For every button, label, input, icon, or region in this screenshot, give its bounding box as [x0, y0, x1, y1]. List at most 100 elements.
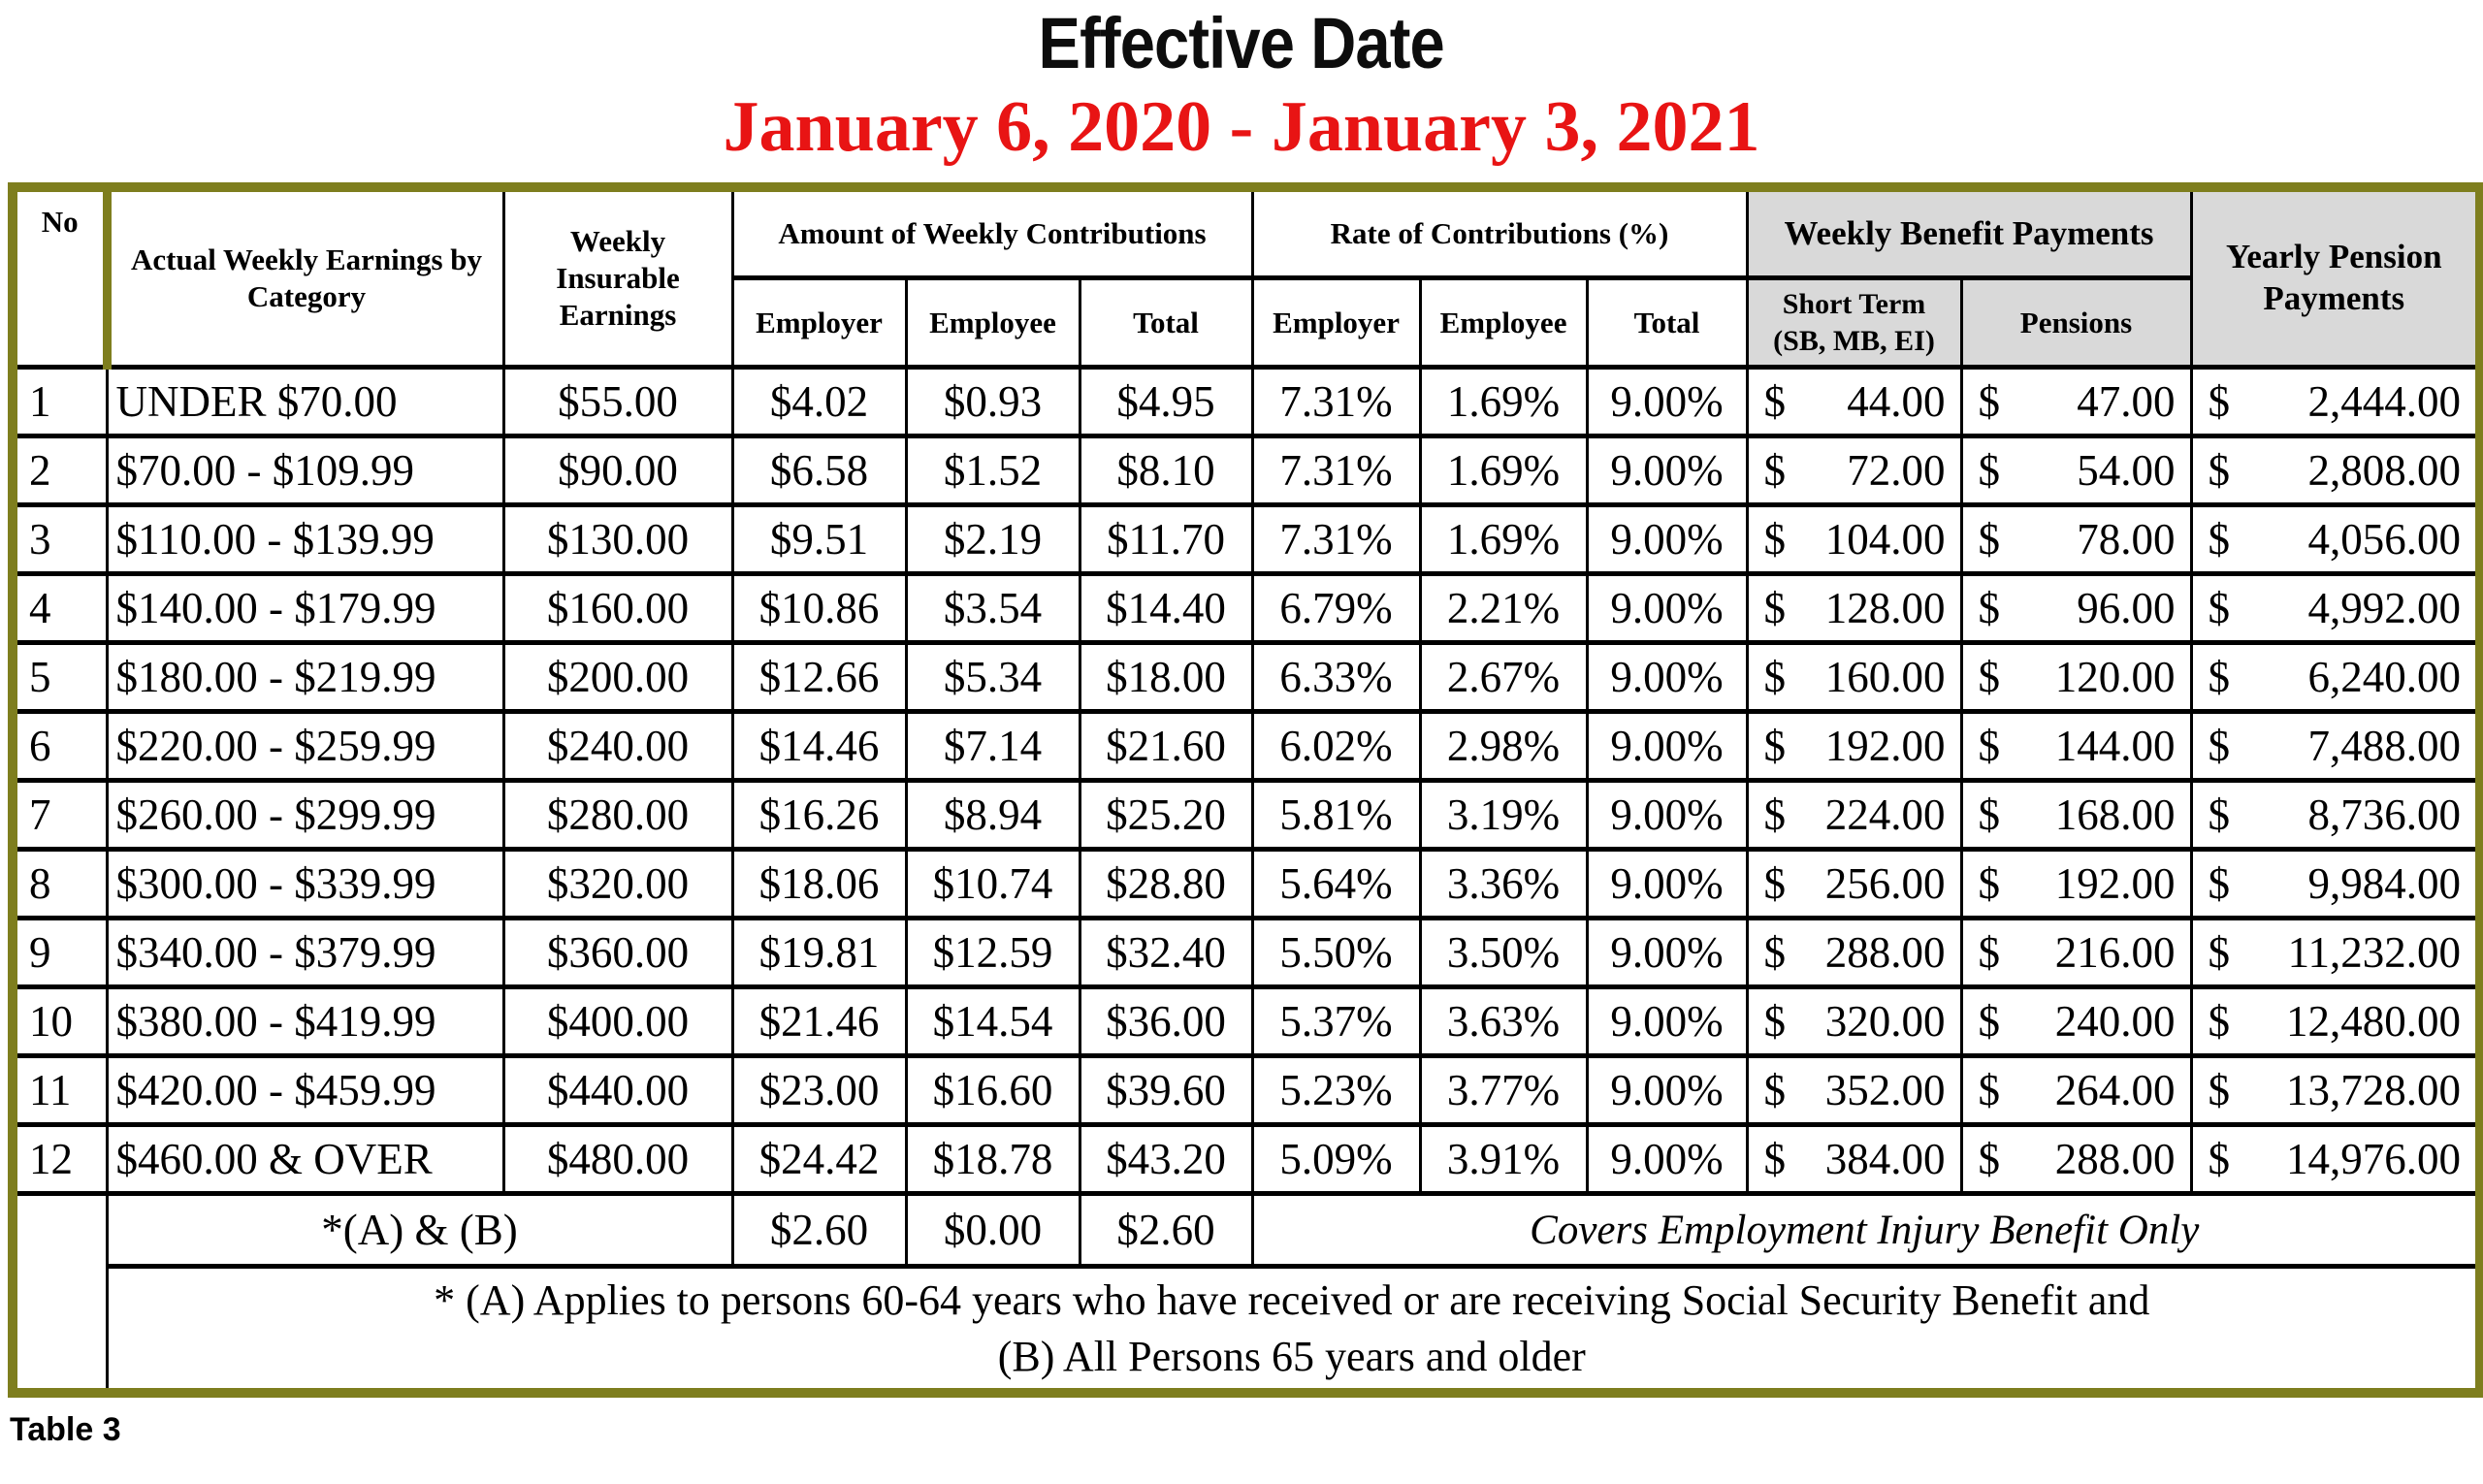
currency-sign: $: [1978, 996, 2001, 1046]
cell-rate-employee: 2.98%: [1418, 709, 1589, 784]
cell-weekly-insurable-earnings: $320.00: [501, 847, 734, 921]
money-layout: $160.00: [1750, 652, 1958, 701]
amount-value: 192.00: [2054, 858, 2176, 908]
cell-contribution-total: $4.95: [1078, 365, 1254, 439]
cell-yearly-pension: $4,992.00: [2189, 571, 2482, 646]
currency-sign: $: [2208, 1134, 2231, 1183]
cell-row-number: 9: [11, 916, 109, 990]
amount-value: 384.00: [1824, 1134, 1946, 1183]
cell-rate-employer: 7.31%: [1250, 365, 1422, 439]
money-layout: $320.00: [1750, 999, 1958, 1044]
cell-weekly-insurable-earnings: $440.00: [501, 1053, 734, 1128]
currency-sign: $: [1763, 652, 1787, 701]
currency-sign: $: [1978, 927, 2001, 977]
cell-weekly-insurable-earnings: $90.00: [501, 434, 734, 508]
cell-pensions-benefit: $264.00: [1959, 1053, 2193, 1128]
money-layout: $9,984.00: [2194, 861, 2475, 906]
cell-short-term-benefit: $256.00: [1745, 847, 1963, 921]
amount-value: 288.00: [1824, 927, 1946, 977]
amount-value: 256.00: [1824, 858, 1946, 908]
cell-rate-employer: 7.31%: [1250, 434, 1422, 508]
money-layout: $240.00: [1964, 996, 2188, 1046]
footnote-line2: (B) All Persons 65 years and older: [997, 1332, 1586, 1380]
cell-rate-employee: 1.69%: [1418, 502, 1589, 577]
page-title-text: Effective Date: [1038, 3, 1445, 83]
cell-rate-employer: 5.23%: [1250, 1053, 1422, 1128]
money-layout: $192.00: [1750, 721, 1958, 770]
table-row: 12 $460.00 & OVER $480.00 $24.42 $18.78 …: [11, 1122, 2482, 1197]
header-no: No: [11, 184, 109, 371]
cell-weekly-insurable-earnings: $360.00: [501, 916, 734, 990]
cell-rate-employer: 5.37%: [1250, 984, 1422, 1059]
money-layout: $44.00: [1750, 379, 1958, 424]
header-weekly-insurable-earnings: Weekly Insurable Earnings: [501, 184, 734, 371]
cell-pensions-benefit: $288.00: [1959, 1122, 2193, 1197]
cell-rate-total: 9.00%: [1585, 847, 1749, 921]
cell-contribution-total: $32.40: [1078, 916, 1254, 990]
cell-ab-label: *(A) & (B): [105, 1191, 734, 1270]
cell-rate-employer: 6.02%: [1250, 709, 1422, 784]
cell-rate-total: 9.00%: [1585, 502, 1749, 577]
table-row: 3 $110.00 - $139.99 $130.00 $9.51 $2.19 …: [11, 502, 2482, 577]
cell-contribution-total: $8.10: [1078, 434, 1254, 508]
cell-earnings-category: $380.00 - $419.99: [105, 984, 505, 1059]
cell-contribution-employer: $23.00: [730, 1053, 908, 1128]
cell-row-number: 4: [11, 571, 109, 646]
cell-contribution-employer: $16.26: [730, 778, 908, 853]
cell-rate-employee: 1.69%: [1418, 434, 1589, 508]
table-row: 9 $340.00 - $379.99 $360.00 $19.81 $12.5…: [11, 916, 2482, 990]
cell-contribution-employer: $12.66: [730, 640, 908, 715]
amount-value: 216.00: [2054, 927, 2176, 977]
cell-short-term-benefit: $224.00: [1745, 778, 1963, 853]
amount-value: 168.00: [2054, 790, 2176, 839]
cell-rate-total: 9.00%: [1585, 984, 1749, 1059]
cell-earnings-category: $180.00 - $219.99: [105, 640, 505, 715]
amount-value: 8,736.00: [2307, 790, 2462, 839]
currency-sign: $: [1978, 790, 2001, 839]
amount-value: 192.00: [1824, 721, 1946, 770]
cell-contribution-total: $36.00: [1078, 984, 1254, 1059]
cell-contribution-total: $21.60: [1078, 709, 1254, 784]
table-row: 11 $420.00 - $459.99 $440.00 $23.00 $16.…: [11, 1053, 2482, 1128]
cell-contribution-total: $39.60: [1078, 1053, 1254, 1128]
money-layout: $168.00: [1964, 790, 2188, 839]
contribution-rate-table: No Actual Weekly Earnings by Category We…: [8, 181, 2483, 1398]
cell-contribution-total: $14.40: [1078, 571, 1254, 646]
money-layout: $2,444.00: [2194, 376, 2475, 426]
currency-sign: $: [1763, 1065, 1787, 1114]
cell-rate-total: 9.00%: [1585, 916, 1749, 990]
currency-sign: $: [2208, 514, 2231, 564]
amount-value: 264.00: [2054, 1065, 2176, 1114]
table-body: 1 UNDER $70.00 $55.00 $4.02 $0.93 $4.95 …: [11, 365, 2482, 1197]
cell-contribution-employee: $12.59: [904, 916, 1081, 990]
header-row-subcolumns: Employer Employee Total Employer Employe…: [13, 275, 2480, 371]
cell-pensions-benefit: $120.00: [1959, 640, 2193, 715]
cell-rate-employer: 7.31%: [1250, 502, 1422, 577]
amount-value: 11,232.00: [2287, 927, 2462, 977]
money-layout: $256.00: [1750, 858, 1958, 908]
amount-value: 144.00: [2054, 721, 2176, 770]
short-term-label-line2: (SB, MB, EI): [1773, 324, 1935, 357]
cell-row-number: 1: [11, 365, 109, 439]
cell-short-term-benefit: $192.00: [1745, 709, 1963, 784]
cell-rate-employer: 5.64%: [1250, 847, 1422, 921]
cell-rate-total: 9.00%: [1585, 571, 1749, 646]
cell-contribution-total: $25.20: [1078, 778, 1254, 853]
cell-earnings-category: UNDER $70.00: [105, 365, 505, 439]
cell-weekly-insurable-earnings: $55.00: [501, 365, 734, 439]
amount-value: 2,444.00: [2307, 376, 2462, 426]
cell-row-number: 10: [11, 984, 109, 1059]
cell-rate-employee: 3.91%: [1418, 1122, 1589, 1197]
header-contribution-employee: Employee: [904, 275, 1081, 371]
cell-earnings-category: $220.00 - $259.99: [105, 709, 505, 784]
cell-earnings-category: $340.00 - $379.99: [105, 916, 505, 990]
header-row-groups: No Actual Weekly Earnings by Category We…: [11, 184, 2482, 371]
cell-short-term-benefit: $384.00: [1745, 1122, 1963, 1197]
cell-pensions-benefit: $54.00: [1959, 434, 2193, 508]
cell-contribution-employee: $8.94: [904, 778, 1081, 853]
cell-contribution-employer: $10.86: [730, 571, 908, 646]
cell-earnings-category: $420.00 - $459.99: [105, 1053, 505, 1128]
cell-row-number: 12: [11, 1122, 109, 1197]
money-layout: $2,808.00: [2194, 448, 2475, 493]
amount-value: 352.00: [1824, 1065, 1946, 1114]
